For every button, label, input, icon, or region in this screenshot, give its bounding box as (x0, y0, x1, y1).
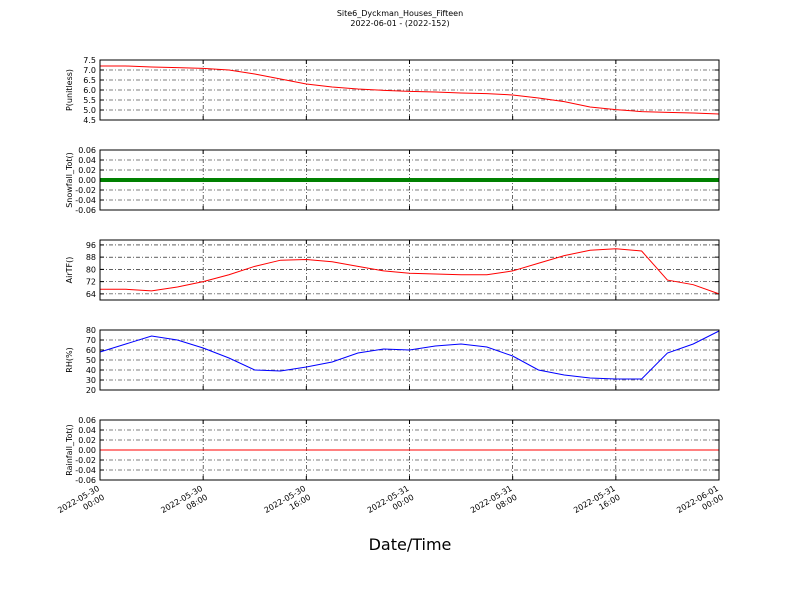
y-tick-label: 4.5 (83, 116, 96, 125)
y-axis-label: Snowfall_Tot() (65, 152, 74, 208)
y-tick-label: 0.00 (78, 176, 96, 185)
y-tick-label: 50 (86, 356, 96, 365)
y-tick-label: -0.04 (75, 196, 96, 205)
y-tick-label: 0.02 (78, 436, 96, 445)
y-tick-label: 72 (86, 278, 96, 287)
y-tick-label: 0.06 (78, 416, 96, 425)
y-axis-label: P(unitless) (65, 69, 74, 111)
y-tick-label: 5.0 (83, 106, 96, 115)
plot-frame (99, 239, 720, 301)
y-tick-label: 30 (86, 376, 96, 385)
plot-frame (99, 149, 720, 211)
x-tick-label: 2022-05-3008:00 (159, 484, 209, 524)
y-tick-label: 64 (86, 290, 96, 299)
y-tick-label: 0.06 (78, 146, 96, 155)
y-tick-label: -0.02 (75, 186, 96, 195)
y-axis-label: Rainfall_Tot() (65, 424, 74, 476)
y-tick-label: 80 (86, 265, 96, 274)
y-tick-label: 6.0 (83, 86, 96, 95)
data-line (100, 65, 720, 115)
y-axis-label: AirTF() (65, 257, 74, 284)
data-line (100, 248, 720, 295)
x-tick-label: 2022-05-3116:00 (572, 484, 622, 524)
y-tick-label: 20 (86, 386, 96, 395)
y-tick-label: -0.02 (75, 456, 96, 465)
y-tick-label: 80 (86, 326, 96, 335)
plot-frame (99, 59, 720, 121)
x-axis-label: Date/Time (369, 535, 452, 554)
x-tick-label: 2022-06-0100:00 (675, 484, 725, 524)
x-tick-label: 2022-05-3000:00 (56, 484, 106, 524)
chart-title: Site6_Dyckman_Houses_Fifteen (337, 9, 463, 18)
y-axis-label: RH(%) (65, 347, 74, 372)
y-tick-label: 88 (86, 253, 96, 262)
plot-frame (99, 329, 720, 391)
plot-frame (99, 419, 720, 481)
y-tick-label: 7.5 (83, 56, 96, 65)
y-tick-label: 0.02 (78, 166, 96, 175)
y-tick-label: 6.5 (83, 76, 96, 85)
y-tick-label: 96 (86, 241, 96, 250)
y-tick-label: 0.00 (78, 446, 96, 455)
y-tick-label: 5.5 (83, 96, 96, 105)
x-tick-label: 2022-05-3100:00 (366, 484, 416, 524)
y-tick-label: -0.06 (75, 476, 96, 485)
x-tick-label: 2022-05-3108:00 (469, 484, 519, 524)
y-tick-label: -0.06 (75, 206, 96, 215)
y-tick-label: 0.04 (78, 156, 96, 165)
y-tick-label: 7.0 (83, 66, 96, 75)
x-tick-label: 2022-05-3016:00 (263, 484, 313, 524)
data-line (99, 330, 720, 380)
y-tick-label: 70 (86, 336, 96, 345)
y-tick-label: 0.04 (78, 426, 96, 435)
y-tick-label: 60 (86, 346, 96, 355)
chart-subtitle: 2022-06-01 - (2022-152) (350, 19, 449, 28)
y-tick-label: 40 (86, 366, 96, 375)
y-tick-label: -0.04 (75, 466, 96, 475)
